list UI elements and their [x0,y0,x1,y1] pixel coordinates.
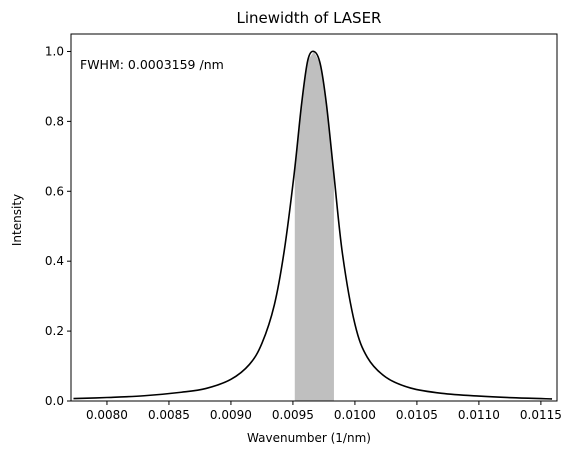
chart-title: Linewidth of LASER [237,9,382,27]
x-tick-label: 0.0100 [334,408,376,422]
x-tick-label: 0.0105 [396,408,438,422]
y-axis-label: Intensity [10,194,24,246]
x-tick-label: 0.0115 [520,408,562,422]
y-tick-label: 0.6 [45,184,64,198]
fwhm-annotation: FWHM: 0.0003159 /nm [80,57,224,72]
x-tick-label: 0.0085 [148,408,190,422]
axes-frame [70,33,558,402]
y-tick-label: 0.4 [45,254,64,268]
fwhm-band [294,51,334,401]
plot-area: 0.0080 0.0085 0.0090 0.0095 0.0100 0.0105 0.01… [45,33,562,422]
x-tick-label: 0.0110 [458,408,500,422]
x-tick-label: 0.0095 [272,408,314,422]
y-tick-label: 0.8 [45,114,64,128]
y-tick-label: 1.0 [45,44,64,58]
y-tick-label: 0.2 [45,324,64,338]
x-tick-label: 0.0090 [210,408,252,422]
x-axis-label: Wavenumber (1/nm) [247,431,371,445]
y-tick-label: 0.0 [45,394,64,408]
intensity-line [73,50,553,400]
x-tick-label: 0.0080 [86,408,128,422]
